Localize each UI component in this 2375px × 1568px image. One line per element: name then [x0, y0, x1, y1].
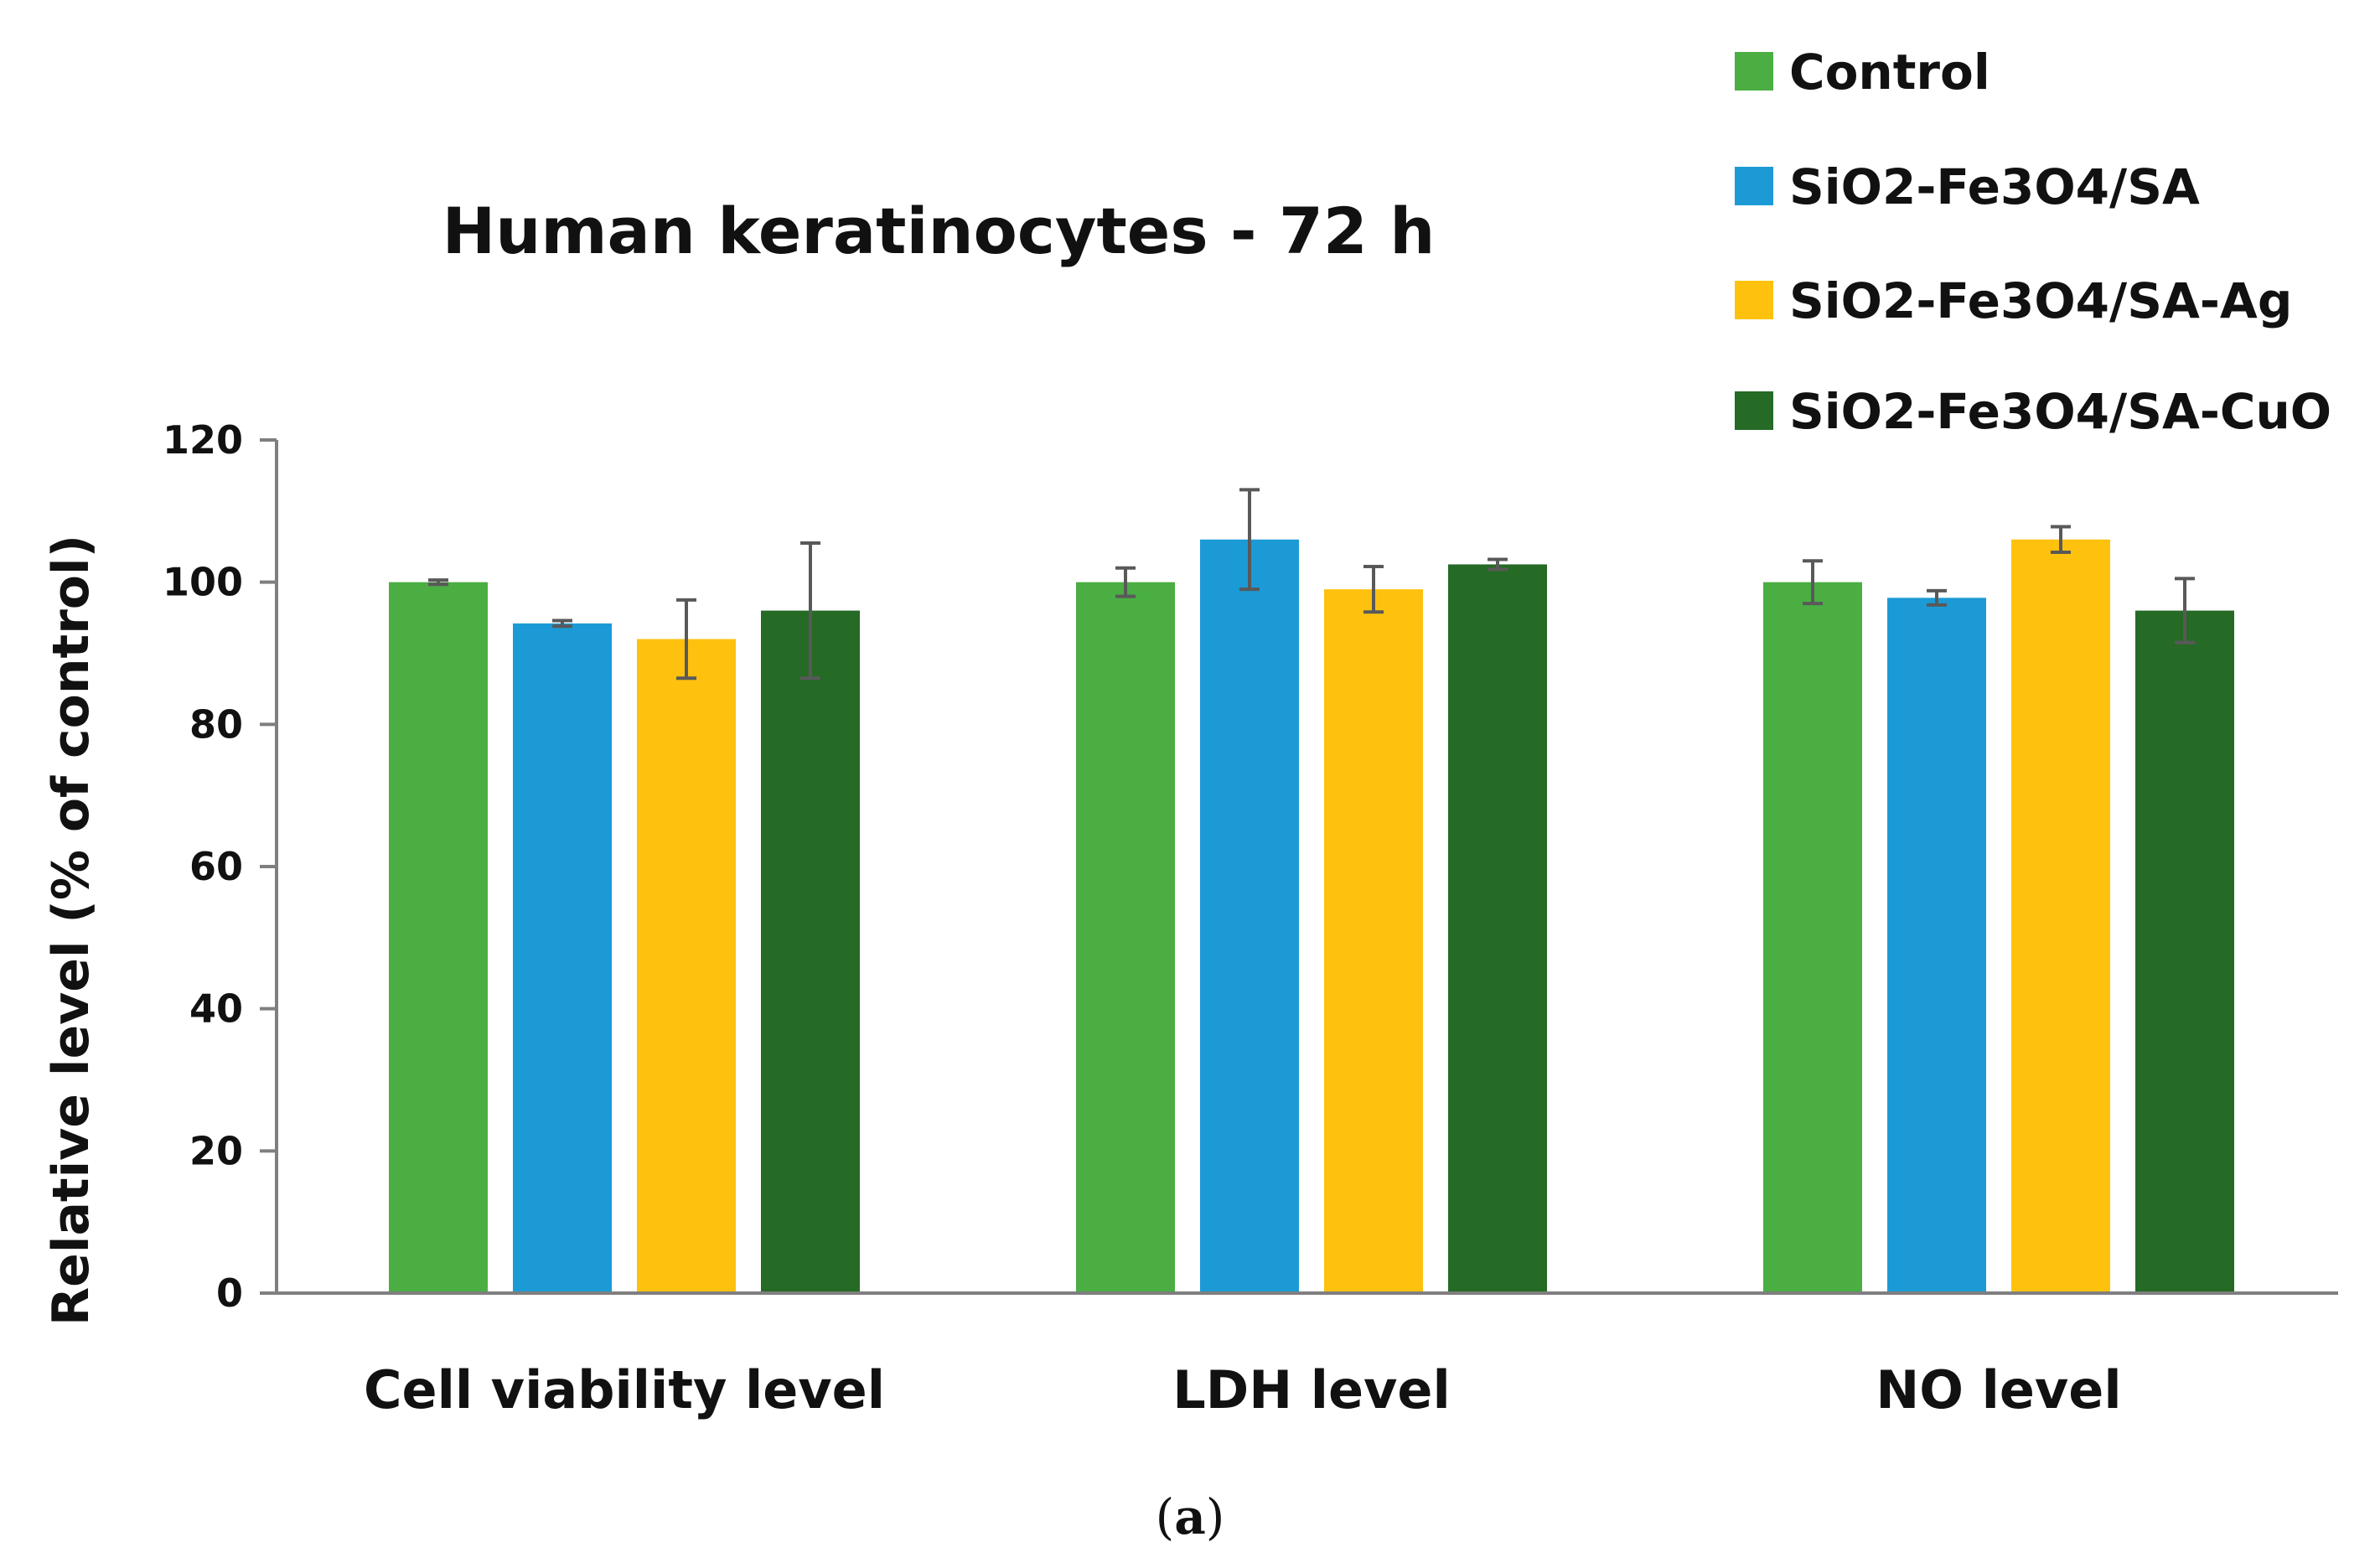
- x-axis: Cell viability level LDH level NO level: [277, 1291, 2338, 1421]
- legend-label: SiO2-Fe3O4/SA-Ag: [1789, 272, 2292, 329]
- y-tick-label: 20: [189, 1128, 243, 1173]
- legend-swatch: [1735, 391, 1773, 430]
- bars-group: [389, 488, 2234, 1293]
- y-tick-label: 120: [163, 417, 243, 463]
- bar: [2011, 539, 2110, 1293]
- y-axis: 0 20 40 60 80 100 120: [163, 417, 278, 1316]
- y-axis-label: Relative level (% of control): [42, 535, 101, 1326]
- y-tick-label: 40: [189, 986, 243, 1032]
- caption-open: (: [1156, 1488, 1175, 1545]
- caption-close: ): [1206, 1488, 1225, 1545]
- bar: [761, 610, 860, 1293]
- bar: [637, 639, 736, 1293]
- bar: [513, 623, 612, 1293]
- legend-label: SiO2-Fe3O4/SA-CuO: [1789, 383, 2331, 440]
- legend-swatch: [1735, 281, 1773, 319]
- y-tick-label: 60: [189, 844, 243, 889]
- figure-caption: (a): [1156, 1488, 1225, 1545]
- bar: [1076, 582, 1175, 1293]
- legend-swatch: [1735, 52, 1773, 91]
- legend-label: Control: [1789, 44, 1990, 101]
- legend-label: SiO2-Fe3O4/SA: [1789, 158, 2200, 215]
- x-category-label: Cell viability level: [364, 1359, 885, 1421]
- caption-letter: a: [1174, 1488, 1206, 1545]
- chart-title: Human keratinocytes - 72 h: [442, 194, 1436, 268]
- bar: [1324, 589, 1423, 1293]
- bar: [1887, 598, 1986, 1293]
- bar: [1763, 582, 1862, 1293]
- legend: Control SiO2-Fe3O4/SA SiO2-Fe3O4/SA-Ag SiO2…: [1735, 44, 2331, 440]
- y-tick-label: 80: [189, 701, 243, 747]
- bar: [389, 582, 488, 1293]
- bar: [1448, 564, 1547, 1293]
- bar: [2135, 610, 2234, 1293]
- x-category-label: NO level: [1876, 1359, 2121, 1421]
- bar: [1200, 539, 1299, 1293]
- y-tick-label: 0: [216, 1270, 243, 1316]
- y-tick-label: 100: [163, 560, 243, 605]
- x-category-label: LDH level: [1172, 1359, 1450, 1421]
- legend-swatch: [1735, 167, 1773, 205]
